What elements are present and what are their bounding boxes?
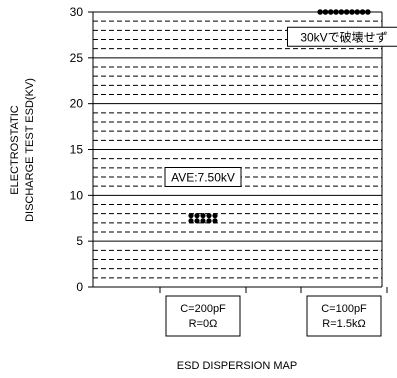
- data-point: [206, 213, 212, 219]
- category-label-box: [165, 295, 241, 337]
- annotation-text: 30kVで破壊せず: [300, 29, 387, 44]
- data-point: [194, 213, 200, 219]
- plot-frame: [92, 11, 388, 293]
- data-point: [365, 9, 371, 15]
- data-point: [188, 218, 194, 224]
- y-tick-label: 20: [70, 97, 84, 111]
- data-point: [322, 9, 329, 15]
- y-tick-label: 0: [76, 280, 83, 294]
- data-point: [200, 218, 206, 224]
- y-tick-label: 5: [76, 234, 83, 248]
- y-tick-label: 15: [70, 143, 84, 157]
- data-point: [212, 218, 218, 224]
- data-point: [349, 9, 355, 15]
- data-point: [354, 9, 361, 15]
- category-labels: C=200pF R=0Ω C=100pF R=1.5kΩ: [165, 295, 382, 337]
- data-point: [212, 213, 218, 219]
- y-tick-label: 10: [70, 188, 84, 202]
- data-point: [317, 9, 323, 15]
- data-point: [200, 213, 206, 219]
- category-label-line: R=0Ω: [189, 318, 218, 330]
- category-label-box: [306, 295, 382, 337]
- annotations: AVE:7.50kV 30kVで破壊せず: [164, 26, 397, 187]
- chart-title: ESD DISPERSION MAP: [177, 360, 297, 372]
- data-point: [343, 9, 350, 15]
- data-point: [333, 9, 339, 15]
- y-axis-label-line-1: ELECTROSTATIC: [9, 105, 21, 194]
- data-point: [194, 218, 200, 224]
- category-label-line: C=100pF: [321, 303, 367, 315]
- annotation-box: [164, 167, 242, 187]
- category-label-line: C=200pF: [180, 303, 226, 315]
- data-point: [327, 9, 334, 15]
- data-point: [206, 218, 212, 224]
- data-point: [188, 213, 194, 219]
- data-point: [338, 9, 345, 15]
- y-axis-ticks: 0 5 10 15 20 25 30: [70, 5, 93, 294]
- y-tick-label: 30: [70, 5, 84, 19]
- annotation-text: AVE:7.50kV: [171, 171, 235, 185]
- category-label-line: R=1.5kΩ: [322, 318, 365, 330]
- y-tick-label: 25: [70, 51, 84, 65]
- data-points: [188, 9, 371, 224]
- y-axis-label-line-2: DISCHARGE TEST ESD(KV): [24, 78, 36, 222]
- annotation-box: [287, 26, 397, 47]
- data-point: [359, 9, 366, 15]
